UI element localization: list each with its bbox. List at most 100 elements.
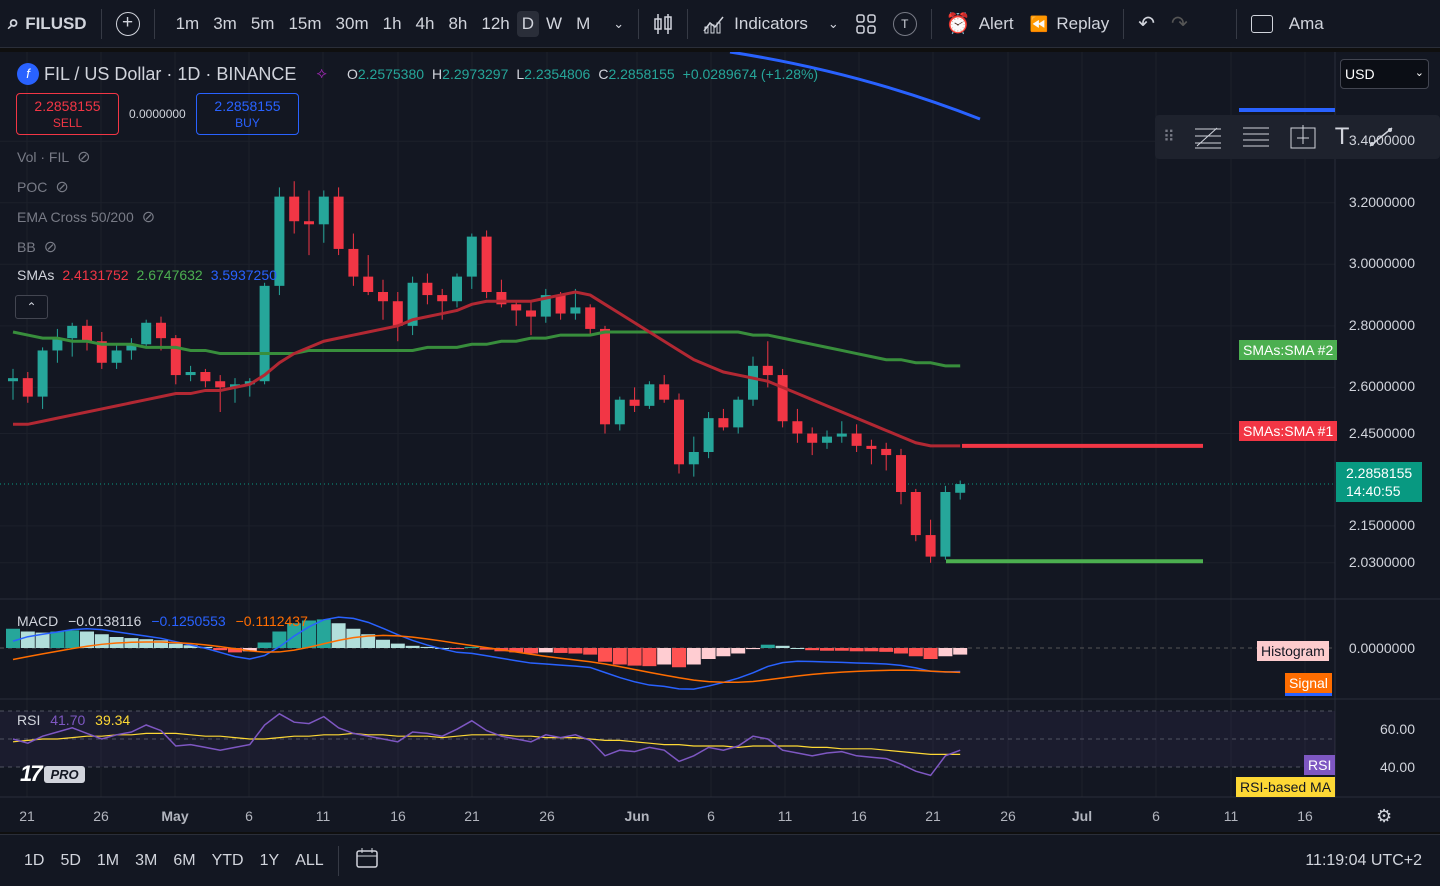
close-value: 2.2858155 (608, 66, 675, 82)
indicator-poc[interactable]: POC ⊘ (17, 177, 69, 197)
indicator-vol[interactable]: Vol · FIL ⊘ (17, 147, 91, 167)
macd-histogram-bar (302, 620, 316, 648)
collapse-legend-button[interactable]: ⌃ (15, 295, 48, 319)
time-axis-label: 6 (245, 808, 253, 824)
symbol-search[interactable]: ⌕ FILUSD (0, 0, 95, 47)
replay-button[interactable]: ⏪ Replay (1022, 0, 1118, 47)
range-1Y[interactable]: 1Y (259, 851, 280, 869)
chart-title[interactable]: FIL / US Dollar · 1D · BINANCE (44, 63, 297, 84)
range-3M[interactable]: 3M (135, 851, 158, 869)
macd-histogram-bar (257, 642, 272, 648)
interval-8h[interactable]: 8h (448, 13, 468, 33)
redo-button[interactable]: ↷ (1163, 0, 1196, 47)
account-button[interactable]: Ama (1281, 0, 1332, 47)
interval-3m[interactable]: 3m (213, 13, 237, 33)
buy-price: 2.2858155 (214, 98, 281, 114)
candle-body (185, 372, 196, 376)
text-tool-icon[interactable]: T (1334, 123, 1350, 150)
templates-button[interactable]: T (885, 0, 925, 47)
settings-button[interactable]: ⚙ (1376, 806, 1392, 827)
time-axis-label: 16 (1297, 808, 1313, 824)
currency-select[interactable]: USD ⌄ (1340, 59, 1429, 89)
time-axis-label: 26 (1000, 808, 1016, 824)
macd-histogram-bar (242, 648, 257, 652)
candle-body (570, 307, 581, 314)
time-axis-label: 11 (1223, 808, 1239, 824)
macd-line-value: −0.1250553 (151, 613, 226, 629)
range-5D[interactable]: 5D (60, 851, 81, 869)
interval-M[interactable]: M (576, 13, 591, 33)
interval-W[interactable]: W (546, 13, 563, 33)
share-icon[interactable]: ⟡ (316, 65, 327, 82)
candle-body (170, 338, 181, 376)
eye-off-icon[interactable]: ⊘ (55, 179, 69, 196)
candles-icon (654, 13, 672, 34)
candle-body (289, 196, 300, 222)
undo-button[interactable]: ↶ (1130, 0, 1163, 47)
indicator-smas[interactable]: SMAs 2.4131752 2.6747632 3.5937250 (17, 267, 277, 283)
tradingview-logo[interactable]: 17 PRO (20, 761, 85, 787)
macd-histogram-bar (6, 628, 20, 648)
macd-histogram-bar (509, 648, 524, 653)
rsi-legend[interactable]: RSI 41.70 39.34 (17, 712, 130, 728)
rsi-value: 41.70 (50, 712, 86, 728)
range-1M[interactable]: 1M (96, 851, 120, 869)
chevron-down-icon[interactable]: ⌄ (613, 15, 625, 31)
macd-hist-value: −0.0138116 (68, 613, 142, 629)
interval-30m[interactable]: 30m (335, 13, 369, 33)
indicator-bb[interactable]: BB ⊘ (17, 237, 57, 257)
interval-4h[interactable]: 4h (415, 13, 435, 33)
buy-button[interactable]: 2.2858155 BUY (196, 93, 299, 135)
candle-body (407, 282, 418, 326)
interval-5m[interactable]: 5m (250, 13, 275, 33)
sell-button[interactable]: 2.2858155 SELL (16, 93, 119, 135)
indicator-ema[interactable]: EMA Cross 50/200 ⊘ (17, 207, 155, 227)
drag-handle-icon[interactable]: ⠿ (1163, 129, 1175, 146)
candle-body (318, 196, 329, 225)
macd-legend[interactable]: MACD −0.0138116 −0.1250553 −0.1112437 (17, 613, 308, 629)
fullscreen-button[interactable] (1243, 0, 1281, 47)
trendline-tool-icon[interactable] (1367, 124, 1395, 150)
measure-tool-icon[interactable] (1289, 124, 1317, 150)
candle-body (141, 322, 152, 345)
macd-histogram-bar (849, 648, 864, 652)
range-6M[interactable]: 6M (173, 851, 196, 869)
grid-icon (856, 13, 876, 34)
interval-D[interactable]: D (516, 10, 540, 37)
interval-12h[interactable]: 12h (481, 13, 510, 33)
macd-histogram-bar (420, 646, 435, 648)
low-value: 2.2354806 (524, 66, 591, 82)
price-axis-label: 2.1500000 (1348, 516, 1415, 533)
time-axis-label: 6 (1152, 808, 1160, 824)
candle-body (96, 341, 107, 363)
goto-date-button[interactable] (345, 847, 389, 874)
macd-histogram-bar (154, 640, 168, 648)
chart-canvas[interactable] (0, 52, 1440, 832)
chart-area[interactable]: f FIL / US Dollar · 1D · BINANCE ⟡ O2.25… (0, 52, 1440, 832)
eye-off-icon[interactable]: ⊘ (141, 209, 156, 226)
interval-1h[interactable]: 1h (382, 13, 402, 33)
macd-histogram-bar (746, 648, 760, 650)
time-axis-label: May (161, 808, 189, 824)
macd-histogram-bar (94, 634, 109, 648)
lines-tool-icon[interactable] (1241, 124, 1271, 150)
chart-type-button[interactable] (645, 0, 681, 47)
range-ALL[interactable]: ALL (295, 851, 324, 869)
eye-off-icon[interactable]: ⊘ (77, 149, 91, 166)
compare-button[interactable]: + (108, 0, 148, 47)
drawing-toolbar: ⠿ T (1155, 115, 1440, 159)
search-icon: ⌕ (8, 12, 20, 34)
layouts-button[interactable] (847, 0, 885, 47)
interval-1m[interactable]: 1m (175, 13, 200, 33)
range-1D[interactable]: 1D (24, 851, 45, 869)
chevron-down-icon[interactable]: ⌄ (827, 15, 839, 31)
eye-off-icon[interactable]: ⊘ (43, 239, 58, 256)
clock-label[interactable]: 11:19:04 UTC+2 (1305, 851, 1422, 869)
fib-tool-icon[interactable] (1193, 124, 1223, 150)
sma2-line (12, 330, 961, 368)
indicators-button[interactable]: Indicators ⌄ (694, 0, 847, 47)
interval-15m[interactable]: 15m (288, 13, 322, 33)
alert-button[interactable]: ⏰ Alert (938, 0, 1022, 47)
candle-body (555, 295, 566, 314)
range-YTD[interactable]: YTD (211, 851, 244, 869)
